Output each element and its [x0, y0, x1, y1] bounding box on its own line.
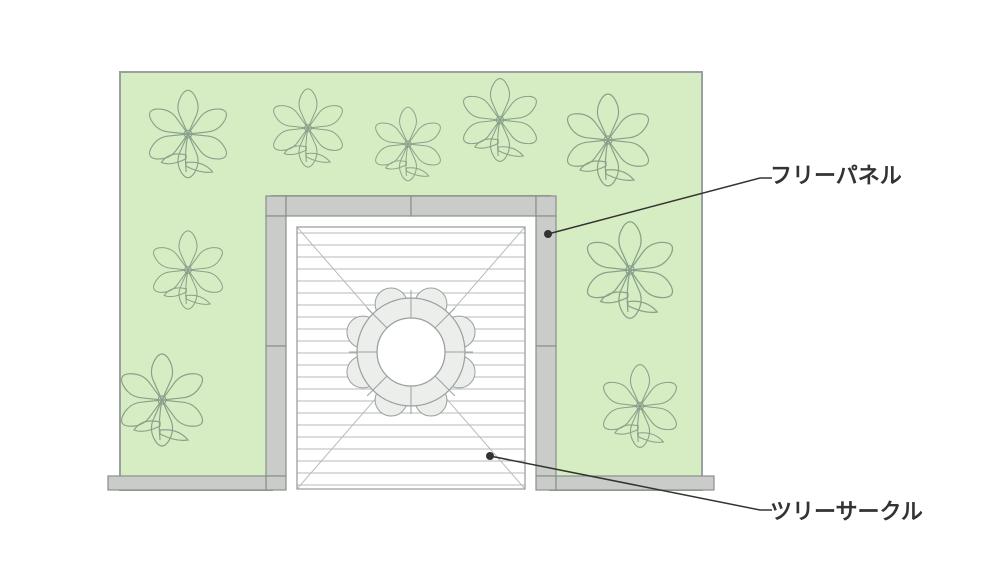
- diagram-svg: [0, 0, 1000, 576]
- callout-label-tree-circle: ツリーサークル: [770, 494, 923, 526]
- diagram-root: { "canvas": { "w": 1000, "h": 576, "bg":…: [0, 0, 1000, 576]
- tree-circle-grate: [297, 227, 525, 489]
- callout-label-free-panel: フリーパネル: [770, 158, 902, 190]
